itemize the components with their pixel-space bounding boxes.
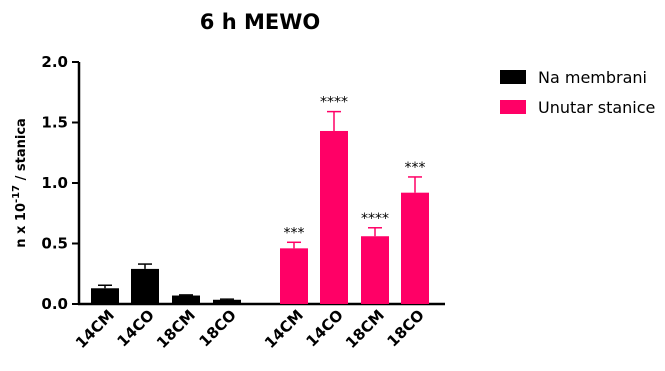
y-axis-label-main: n x 10 [14, 203, 29, 248]
significance-label: *** [284, 225, 305, 241]
y-axis-label-exponent: -17 [11, 185, 22, 203]
bar [91, 288, 119, 304]
significance-label: **** [361, 211, 389, 227]
bar [213, 299, 241, 304]
legend-swatch-unutar-stanice [500, 100, 526, 114]
legend: Na membrani Unutar stanice [500, 68, 655, 117]
significance-label: **** [320, 95, 348, 111]
y-tick-label: 0.5 [41, 235, 68, 253]
x-tick-label: 18CM [342, 306, 388, 352]
y-tick-label: 0.0 [41, 295, 68, 313]
x-tick-label: 18CM [153, 306, 199, 352]
y-axis-label-suffix: / stanica [14, 118, 29, 185]
x-tick-label: 18CO [384, 306, 428, 350]
x-tick-label: 14CM [261, 306, 307, 352]
bar [131, 268, 159, 304]
bar [361, 236, 389, 304]
bar [172, 295, 200, 304]
x-tick-label: 18CO [196, 306, 240, 350]
legend-label-na-membrani: Na membrani [538, 68, 647, 87]
legend-swatch-na-membrani [500, 70, 526, 84]
significance-label: *** [405, 160, 426, 176]
y-axis-label: n x 10-17 / stanica [11, 118, 29, 248]
chart-title: 6 h MEWO [200, 10, 320, 34]
y-tick-label: 2.0 [41, 53, 68, 71]
bar [280, 248, 308, 304]
bars: ************** [91, 95, 429, 304]
legend-label-unutar-stanice: Unutar stanice [538, 98, 655, 117]
x-tick-label: 14CO [303, 306, 347, 350]
x-tick-label: 14CO [114, 306, 158, 350]
bar [320, 130, 348, 304]
bar [401, 192, 429, 304]
y-tick-label: 1.0 [41, 174, 68, 192]
y-tick-label: 1.5 [41, 114, 68, 132]
x-tick-label: 14CM [72, 306, 118, 352]
